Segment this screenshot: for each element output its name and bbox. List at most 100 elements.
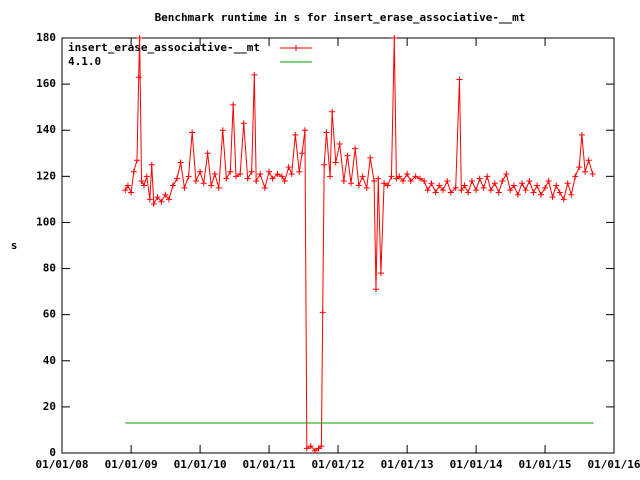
point-marker (576, 164, 583, 171)
point-marker (404, 171, 411, 178)
point-marker (381, 180, 388, 187)
y-tick-label: 160 (36, 77, 56, 90)
point-marker (204, 150, 211, 157)
point-marker (303, 445, 310, 452)
point-marker (292, 131, 299, 138)
point-marker (336, 141, 343, 148)
y-axis-label: s (11, 239, 18, 252)
point-marker (200, 180, 207, 187)
point-marker (177, 159, 184, 166)
y-tick-label: 180 (36, 31, 56, 44)
point-marker (296, 168, 303, 175)
point-marker (367, 154, 374, 161)
point-marker (348, 180, 355, 187)
point-marker (274, 171, 281, 178)
x-tick-label: 01/01/15 (519, 458, 572, 471)
point-marker (542, 184, 549, 191)
chart-title: Benchmark runtime in s for insert_erase_… (155, 11, 526, 24)
point-marker (372, 286, 379, 293)
point-marker (564, 180, 571, 187)
point-marker (371, 177, 378, 184)
point-marker (537, 191, 544, 198)
y-tick-label: 140 (36, 123, 56, 136)
point-marker (329, 108, 336, 115)
point-marker (136, 35, 143, 41)
legend-label: 4.1.0 (68, 55, 101, 68)
point-marker (514, 191, 521, 198)
y-tick-label: 100 (36, 215, 56, 228)
point-marker (480, 184, 487, 191)
x-tick-label: 01/01/11 (243, 458, 296, 471)
point-marker (553, 182, 560, 189)
y-tick-label: 0 (49, 446, 56, 459)
point-marker (169, 182, 176, 189)
point-marker (396, 173, 403, 180)
point-marker (269, 175, 276, 182)
point-marker (197, 168, 204, 175)
legend-label: insert_erase_associative-__mt (68, 41, 260, 54)
point-marker (208, 182, 215, 189)
point-marker (363, 184, 370, 191)
point-marker (261, 184, 268, 191)
point-marker (399, 177, 406, 184)
point-marker (122, 187, 129, 194)
point-marker (165, 196, 172, 203)
point-marker (323, 129, 330, 136)
point-marker (162, 191, 169, 198)
x-tick-label: 01/01/14 (450, 458, 503, 471)
point-marker (572, 173, 579, 180)
point-marker (223, 175, 230, 182)
point-marker (458, 187, 465, 194)
point-marker (530, 189, 537, 196)
point-marker (507, 187, 514, 194)
point-marker (589, 171, 596, 178)
point-marker (519, 180, 525, 187)
point-marker (416, 175, 423, 182)
point-marker (444, 177, 451, 184)
point-marker (473, 187, 480, 194)
point-marker (465, 189, 472, 196)
point-marker (248, 168, 255, 175)
point-marker (211, 171, 218, 178)
point-marker (344, 152, 351, 159)
point-marker (375, 175, 382, 182)
point-marker (522, 187, 529, 194)
point-marker (447, 189, 454, 196)
point-marker (421, 177, 428, 184)
legend-marker (293, 45, 299, 51)
point-marker (227, 168, 234, 175)
point-marker (503, 171, 510, 178)
point-marker (285, 164, 292, 171)
point-marker (181, 184, 188, 191)
point-marker (340, 177, 347, 184)
point-marker (301, 127, 308, 134)
point-marker (146, 196, 153, 203)
point-marker (582, 168, 589, 175)
point-marker (240, 120, 247, 127)
point-marker (185, 173, 192, 180)
point-marker (585, 157, 592, 164)
point-marker (124, 182, 131, 189)
point-marker (135, 74, 142, 81)
point-marker (545, 177, 552, 184)
point-marker (556, 189, 563, 196)
point-marker (526, 177, 533, 184)
point-marker (332, 159, 339, 166)
point-marker (388, 173, 395, 180)
point-marker (138, 177, 145, 184)
point-marker (299, 150, 306, 157)
y-tick-label: 40 (43, 354, 56, 367)
point-marker (253, 177, 260, 184)
plot-border (61, 37, 615, 454)
point-marker (321, 161, 328, 168)
point-marker (432, 189, 439, 196)
point-marker (568, 191, 575, 198)
point-marker (355, 182, 362, 189)
point-marker (424, 187, 431, 194)
point-marker (189, 129, 196, 136)
series-line (124, 37, 594, 452)
y-tick-label: 80 (43, 262, 56, 275)
x-tick-label: 01/01/16 (588, 458, 640, 471)
x-tick-label: 01/01/13 (381, 458, 434, 471)
